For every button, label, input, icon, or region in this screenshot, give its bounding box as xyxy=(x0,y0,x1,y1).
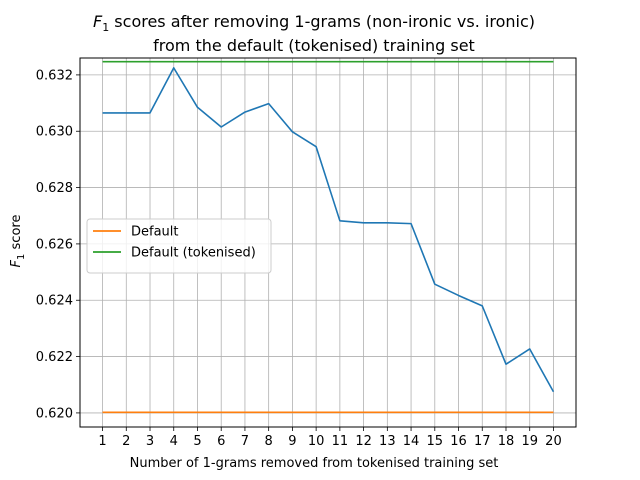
x-tick-label: 3 xyxy=(146,434,154,449)
x-tick-label: 17 xyxy=(474,434,491,449)
x-axis-label: Number of 1-grams removed from tokenised… xyxy=(130,456,499,471)
x-tick-label: 9 xyxy=(288,434,296,449)
x-axis-ticks: 1 2 3 4 5 6 7 8 9 10 11 12 13 14 15 16 17 18 19 20 xyxy=(98,427,562,449)
series-lines xyxy=(102,60,555,414)
legend-label: Default xyxy=(131,225,179,240)
plot-frame xyxy=(79,57,577,428)
chart-title-line-2: from the default (tokenised) training se… xyxy=(153,36,475,55)
y-tick-label: 0.624 xyxy=(36,294,73,309)
x-tick-label: 5 xyxy=(193,434,201,449)
legend-label: Default (tokenised) xyxy=(131,246,256,261)
legend: Default Default (tokenised) xyxy=(86,218,272,274)
x-tick-label: 15 xyxy=(427,434,444,449)
y-tick-label: 0.628 xyxy=(36,181,73,196)
x-tick-label: 20 xyxy=(545,434,562,449)
y-tick-label: 0.632 xyxy=(36,68,73,83)
y-tick-label: 0.620 xyxy=(36,406,73,421)
x-tick-label: 13 xyxy=(379,434,396,449)
x-tick-label: 12 xyxy=(355,434,372,449)
x-tick-label: 6 xyxy=(217,434,225,449)
x-tick-label: 10 xyxy=(308,434,325,449)
y-axis-ticks: 0.620 0.622 0.624 0.626 0.628 0.630 0.632 xyxy=(36,68,80,421)
x-tick-label: 19 xyxy=(521,434,538,449)
y-axis-label: F1 score xyxy=(9,215,27,268)
x-tick-label: 11 xyxy=(332,434,349,449)
x-tick-label: 1 xyxy=(98,434,106,449)
legend-box xyxy=(86,218,272,274)
y-tick-label: 0.630 xyxy=(36,125,73,140)
x-tick-label: 14 xyxy=(403,434,420,449)
chart-title-line-1: F1 scores after removing 1-grams (non-ir… xyxy=(93,12,535,34)
x-tick-label: 18 xyxy=(498,434,515,449)
x-tick-label: 7 xyxy=(241,434,249,449)
y-tick-label: 0.626 xyxy=(36,237,73,252)
x-tick-label: 4 xyxy=(170,434,178,449)
series-line-0 xyxy=(102,67,555,393)
x-tick-label: 16 xyxy=(450,434,467,449)
x-tick-label: 8 xyxy=(265,434,273,449)
y-tick-label: 0.622 xyxy=(36,350,73,365)
x-tick-label: 2 xyxy=(122,434,130,449)
